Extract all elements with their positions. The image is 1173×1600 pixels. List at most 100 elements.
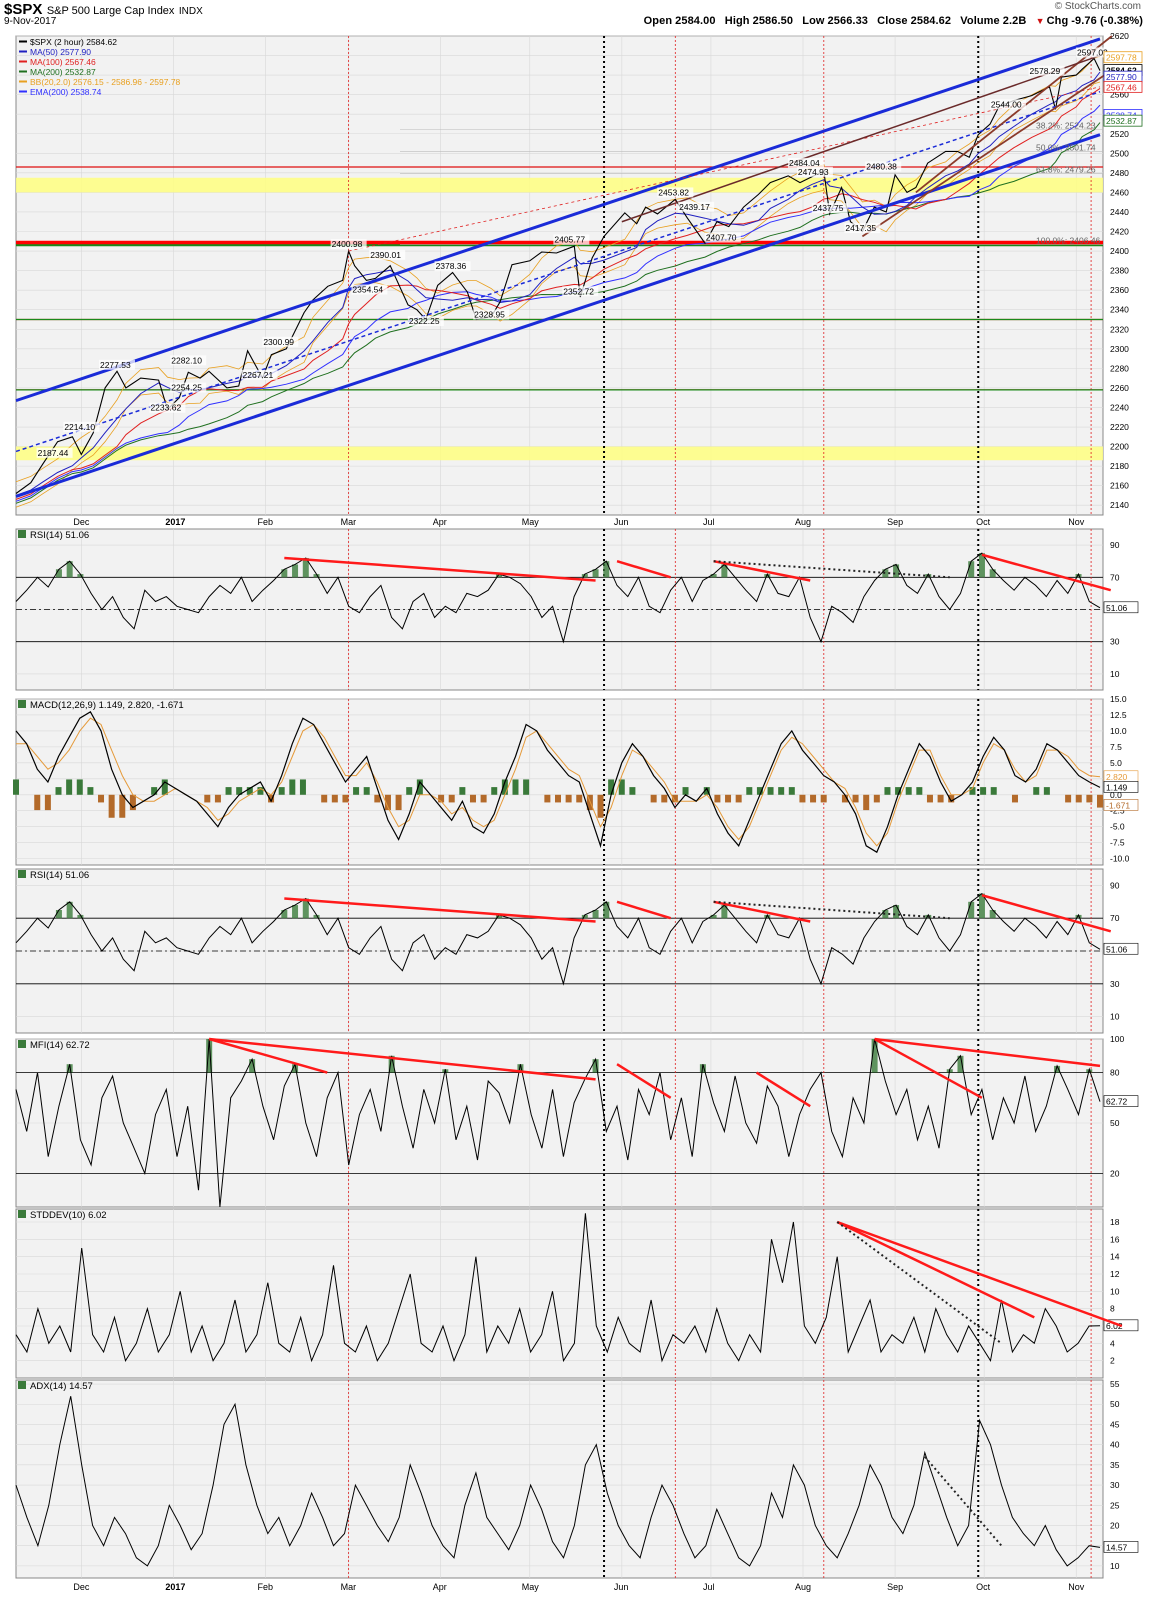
divergence-line — [874, 1037, 983, 1099]
macd-histogram-bar — [119, 794, 126, 818]
price-annotation: 2233.62 — [150, 403, 181, 413]
x-tick-label: Aug — [795, 517, 811, 527]
overbought-fill — [603, 901, 610, 919]
x-tick-label: Sep — [887, 517, 903, 527]
x-tick-label: 2017 — [165, 517, 185, 527]
macd-histogram-bar — [363, 787, 370, 795]
macd-histogram-bar — [491, 787, 498, 795]
price-annotation: 2405.77 — [554, 234, 585, 244]
macd-histogram-bar — [629, 787, 636, 795]
last-value-tag — [1103, 601, 1139, 614]
macd-histogram-bar — [565, 794, 572, 803]
macd-histogram-bar — [1086, 794, 1093, 803]
rsi1-line — [15, 552, 1101, 644]
close-label: Close — [877, 15, 908, 27]
macd-histogram-bar — [767, 787, 774, 795]
y-tick-label: 2180 — [1110, 461, 1129, 471]
legend-entry: MA(100) 2567.46 — [30, 57, 96, 67]
divergence-line — [284, 556, 596, 582]
macd-histogram-bar — [597, 794, 604, 818]
y-tick-label: 2440 — [1110, 207, 1129, 217]
macd-histogram-bar — [353, 787, 360, 795]
x-tick-label-bottom: Dec — [73, 1582, 90, 1592]
quote-line: Open 2584.00 High 2586.50 Low 2566.33 Close… — [638, 15, 1143, 27]
last-value-label: 62.72 — [1106, 1097, 1128, 1107]
y-tick-label: -5.0 — [1110, 822, 1125, 832]
overbought-fill — [55, 569, 62, 578]
y-tick-label: 8 — [1110, 1304, 1115, 1314]
legend-entry: EMA(200) 2538.74 — [30, 87, 102, 97]
y-tick-label: 70 — [1110, 913, 1120, 923]
divergence-line — [836, 1220, 1035, 1319]
x-tick-label-bottom: Aug — [795, 1582, 811, 1592]
y-tick-label: 2320 — [1110, 324, 1129, 334]
mfi-line — [15, 1038, 1101, 1208]
panel-icon — [18, 1210, 26, 1218]
y-tick-label: 2240 — [1110, 402, 1129, 412]
y-tick-label: 2520 — [1110, 129, 1129, 139]
macd-value-tag — [1103, 781, 1139, 793]
price-annotation: 2578.29 — [1030, 66, 1061, 76]
overbought-fill — [721, 564, 728, 578]
overbought-fill — [206, 1039, 213, 1073]
price-annotation-bg — [787, 157, 824, 168]
y-tick-label: 30 — [1110, 1480, 1120, 1490]
adx-line — [15, 1396, 1101, 1567]
overbought-fill — [592, 910, 599, 919]
overbought-fill — [968, 561, 975, 578]
overbought-fill — [302, 557, 309, 578]
highlight-band — [16, 177, 1103, 193]
macd-histogram-bar — [129, 794, 136, 811]
x-tick-label-bottom: Nov — [1068, 1582, 1085, 1592]
macd-histogram-bar — [916, 787, 923, 795]
y-tick-label: 7.5 — [1110, 742, 1122, 752]
macd-histogram-bar — [544, 794, 551, 803]
y-tick-label: 10 — [1110, 669, 1120, 679]
price-annotation-bg — [678, 201, 715, 212]
low-label: Low — [802, 15, 825, 27]
low-value: 2566.33 — [827, 15, 869, 27]
macd-value-label: -1.671 — [1106, 800, 1130, 810]
price-annotation: 2378.36 — [436, 261, 467, 271]
highlight-band — [16, 446, 1103, 461]
price-annotation-bg — [553, 234, 590, 245]
last-value-tag — [1103, 1541, 1139, 1553]
macd-histogram-bar — [469, 794, 476, 803]
macd-histogram-bar — [66, 779, 73, 795]
macd-histogram-bar — [512, 779, 519, 795]
last-value-label: 51.06 — [1106, 944, 1128, 954]
macd-histogram-bar — [236, 787, 243, 795]
fib-label: 38.2%: 2524.23 — [1036, 121, 1096, 131]
divergence-line — [284, 897, 596, 923]
price-annotation: 2544.00 — [991, 99, 1022, 109]
price-annotation-bg — [170, 355, 207, 366]
macd-histogram-bar — [278, 787, 285, 795]
macd-histogram-bar — [650, 794, 657, 803]
legend-entry: $SPX (2 hour) 2584.62 — [30, 37, 117, 47]
price-annotation-bg — [369, 249, 406, 260]
macd-histogram-bar — [395, 794, 402, 811]
macd-histogram-bar — [268, 794, 275, 803]
price-annotation: 2352.72 — [563, 286, 594, 296]
macd-histogram-bar — [799, 794, 806, 803]
macd-histogram-bar — [682, 787, 689, 795]
price-line — [15, 57, 1101, 494]
legend-entry: MA(200) 2532.87 — [30, 67, 96, 77]
divergence-line — [874, 1037, 1101, 1068]
overbought-fill — [249, 1059, 256, 1073]
macd-histogram-bar — [299, 779, 306, 795]
macd-histogram-bar — [820, 794, 827, 803]
macd-histogram-bar — [725, 794, 732, 803]
price-annotation: 2400.98 — [332, 239, 363, 249]
overbought-fill — [302, 898, 309, 919]
macd-histogram-bar — [108, 794, 115, 818]
y-tick-label: 2300 — [1110, 344, 1129, 354]
y-tick-label: 30 — [1110, 979, 1120, 989]
y-tick-label: 16 — [1110, 1234, 1120, 1244]
overbought-fill — [710, 574, 717, 578]
divergence-line — [713, 559, 811, 582]
panel-background — [15, 1208, 1104, 1379]
macd-histogram-bar — [873, 794, 880, 803]
macd-histogram-bar — [161, 779, 168, 795]
price-annotation-bg — [704, 232, 741, 243]
